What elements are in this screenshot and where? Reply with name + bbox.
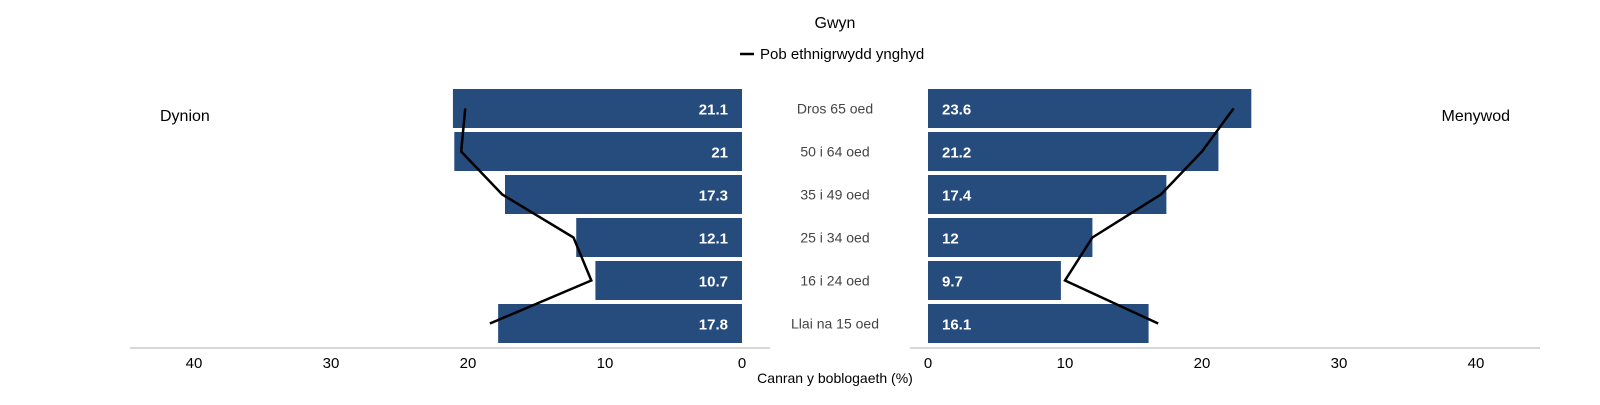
reference-lines [459,107,1235,325]
x-tick-left-3: 10 [597,355,614,372]
chart-title: Gwyn [815,15,856,32]
category-labels: Dros 65 oed 50 i 64 oed 35 i 49 oed 25 i 34… [791,101,879,332]
x-tick-right-2: 20 [1194,355,1211,372]
right-group-label: Menywod [1442,108,1510,125]
bar-menywod-4 [928,261,1061,300]
x-tick-left-4: 0 [738,355,746,372]
value-label-dynion-3: 12.1 [699,231,728,248]
value-label-dynion-5: 17.8 [699,317,728,334]
bar-menywod-1 [928,132,1219,171]
bar-dynion-4 [595,261,742,300]
category-label-5: Llai na 15 oed [791,316,879,332]
bar-menywod-5 [928,304,1149,343]
right-bars [928,89,1252,343]
x-tick-right-4: 0 [924,355,932,372]
value-label-menywod-4: 9.7 [942,274,963,291]
category-label-4: 16 i 24 oed [800,273,869,289]
category-label-3: 25 i 34 oed [800,230,869,246]
x-tick-left-0: 40 [186,355,203,372]
bar-menywod-3 [928,218,1093,257]
left-bars [452,89,742,343]
legend-label: Pob ethnigrwydd ynghyd [760,46,924,63]
x-tick-left-1: 30 [323,355,340,372]
value-label-dynion-0: 21.1 [699,102,728,119]
value-label-dynion-2: 17.3 [699,188,728,205]
value-label-menywod-2: 17.4 [942,188,972,205]
reference-line-dynion [459,108,593,325]
value-label-dynion-1: 21 [711,145,728,162]
value-label-menywod-0: 23.6 [942,102,971,119]
value-label-menywod-5: 16.1 [942,317,971,334]
value-labels: 21.1 23.6 21 21.2 17.3 17.4 12.1 12 10.7 9.7 17.8 1… [699,102,972,334]
bar-dynion-1 [454,132,742,171]
legend: Pob ethnigrwydd ynghyd [740,46,924,63]
x-tick-right-0: 40 [1468,355,1485,372]
bar-menywod-2 [928,175,1167,214]
category-label-2: 35 i 49 oed [800,187,869,203]
bar-dynion-0 [452,89,742,128]
bar-dynion-3 [576,218,742,257]
tick-labels: 40 40 30 30 20 20 10 10 0 0 [186,355,1485,372]
reference-line-menywod [1063,107,1235,325]
x-axis-title: Canran y boblogaeth (%) [757,370,913,386]
bar-dynion-5 [498,304,742,343]
left-group-label: Dynion [160,108,210,125]
bar-dynion-2 [504,175,742,214]
bar-menywod-0 [928,89,1252,128]
x-tick-right-3: 10 [1057,355,1074,372]
value-label-menywod-3: 12 [942,231,959,248]
category-label-1: 50 i 64 oed [800,144,869,160]
value-label-menywod-1: 21.2 [942,145,971,162]
category-label-0: Dros 65 oed [797,101,873,117]
x-tick-right-1: 30 [1331,355,1348,372]
value-label-dynion-4: 10.7 [699,274,728,291]
x-tick-left-2: 20 [460,355,477,372]
